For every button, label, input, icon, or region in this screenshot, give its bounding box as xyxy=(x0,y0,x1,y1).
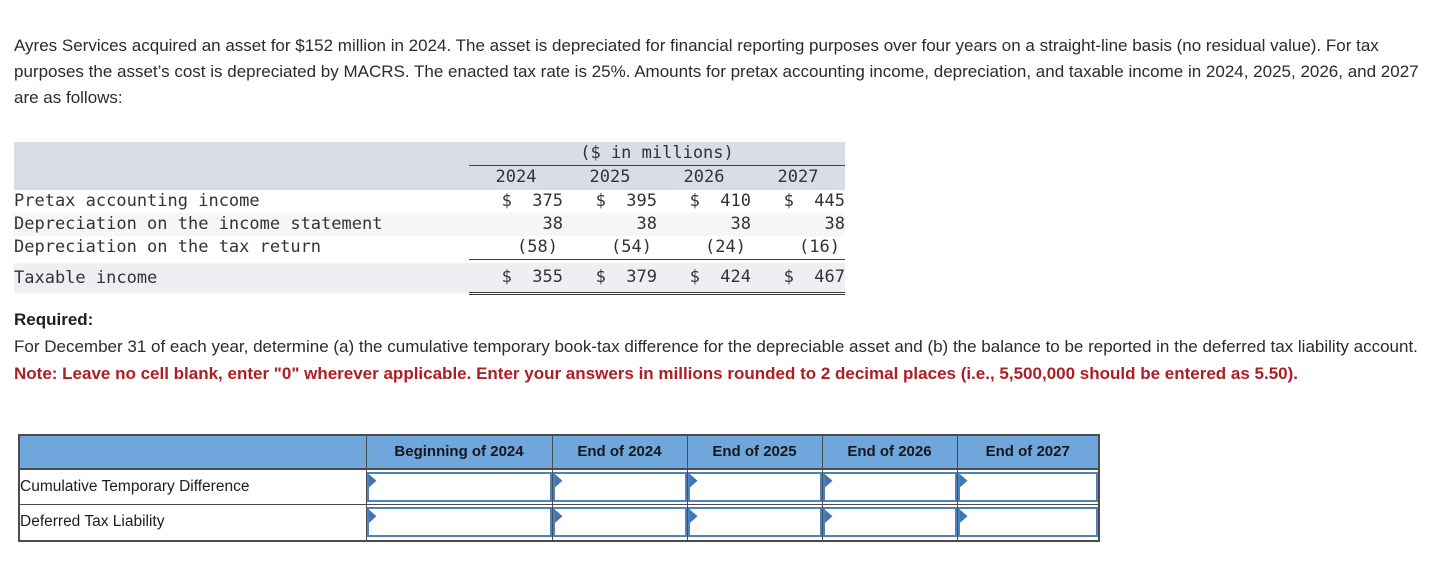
exhibit-value-cell: 38 xyxy=(469,212,563,236)
exhibit-row-label: Depreciation on the income statement xyxy=(14,212,469,236)
problem-intro-text: Ayres Services acquired an asset for $15… xyxy=(14,36,1419,107)
answer-input-cumulative-beg-2024[interactable] xyxy=(366,471,552,502)
exhibit-corner-blank xyxy=(14,142,469,166)
column-header-end-2024: End of 2024 xyxy=(551,434,688,470)
exhibit-row-book-depreciation: Depreciation on the income statement 38 … xyxy=(14,212,845,236)
input-corner-flag-icon xyxy=(689,509,698,524)
exhibit-value-cell: $ 355 xyxy=(469,263,563,295)
exhibit-row-tax-depreciation: Depreciation on the tax return (58) (54)… xyxy=(14,235,845,260)
exhibit-row-taxable-income: Taxable income $ 355 $ 379 $ 424 $ 467 xyxy=(14,263,845,295)
column-header-beginning-2024: Beginning of 2024 xyxy=(365,434,553,470)
answer-row-label: Cumulative Temporary Difference xyxy=(18,468,367,505)
answer-input-cumulative-end-2025[interactable] xyxy=(687,471,822,502)
exhibit-value-cell: (54) xyxy=(563,235,657,260)
answer-input-cumulative-end-2026[interactable] xyxy=(822,471,957,502)
problem-page: Ayres Services acquired an asset for $15… xyxy=(14,36,1422,542)
input-corner-flag-icon xyxy=(959,509,968,524)
exhibit-value-cell: 38 xyxy=(657,212,751,236)
answer-row-deferred-tax-liability: Deferred Tax Liability xyxy=(18,504,1100,541)
exhibit-year-header: 2027 xyxy=(751,165,845,190)
exhibit-value-cell: $ 395 xyxy=(563,189,657,213)
answer-header-blank xyxy=(18,434,367,470)
answer-row-cumulative-temporary-difference: Cumulative Temporary Difference xyxy=(18,468,1100,505)
exhibit-value-cell: $ 424 xyxy=(657,263,751,295)
exhibit-year-header: 2024 xyxy=(469,165,563,190)
note-text: Note: Leave no cell blank, enter "0" whe… xyxy=(14,363,1299,383)
exhibit-value-cell: 38 xyxy=(563,212,657,236)
exhibit-row-label: Pretax accounting income xyxy=(14,189,469,213)
exhibit-table: ($ in millions) 2024 2025 2026 2027 Pret… xyxy=(14,142,845,295)
answer-input-deferred-end-2027[interactable] xyxy=(957,507,1098,538)
input-corner-flag-icon xyxy=(554,473,563,488)
input-corner-flag-icon xyxy=(689,473,698,488)
required-heading: Required: xyxy=(14,309,94,329)
exhibit-year-header: 2026 xyxy=(657,165,751,190)
exhibit-value-cell: $ 379 xyxy=(563,263,657,295)
column-header-end-2025: End of 2025 xyxy=(686,434,823,470)
answer-input-deferred-end-2026[interactable] xyxy=(822,507,957,538)
answer-input-deferred-end-2025[interactable] xyxy=(687,507,822,538)
exhibit-year-header: 2025 xyxy=(563,165,657,190)
answer-input-cumulative-end-2024[interactable] xyxy=(552,471,687,502)
exhibit-row-label: Depreciation on the tax return xyxy=(14,235,469,259)
exhibit-value-cell: $ 445 xyxy=(751,189,845,213)
input-corner-flag-icon xyxy=(824,473,833,488)
answer-table: Beginning of 2024 End of 2024 End of 202… xyxy=(18,433,1100,542)
answer-header-row: Beginning of 2024 End of 2024 End of 202… xyxy=(18,434,1100,470)
exhibit-value-cell: 38 xyxy=(751,212,845,236)
answer-input-deferred-end-2024[interactable] xyxy=(552,507,687,538)
answer-row-label: Deferred Tax Liability xyxy=(18,504,367,541)
exhibit-units-header: ($ in millions) xyxy=(469,142,845,166)
exhibit-value-cell: $ 375 xyxy=(469,189,563,213)
answer-input-deferred-beg-2024[interactable] xyxy=(366,507,552,538)
exhibit-value-cell: (58) xyxy=(469,235,563,260)
exhibit-value-cell: (16) xyxy=(751,235,845,260)
required-body-text: For December 31 of each year, determine … xyxy=(14,336,1418,356)
column-header-end-2027: End of 2027 xyxy=(956,434,1100,470)
exhibit-years-blank xyxy=(14,165,469,190)
exhibit-value-cell: $ 410 xyxy=(657,189,751,213)
input-corner-flag-icon xyxy=(959,473,968,488)
input-corner-flag-icon xyxy=(554,509,563,524)
answer-input-cumulative-end-2027[interactable] xyxy=(957,471,1098,502)
required-section: Required: For December 31 of each year, … xyxy=(14,306,1422,387)
input-corner-flag-icon xyxy=(368,509,377,524)
input-corner-flag-icon xyxy=(824,509,833,524)
exhibit-row-pretax-income: Pretax accounting income $ 375 $ 395 $ 4… xyxy=(14,189,845,213)
column-header-end-2026: End of 2026 xyxy=(821,434,958,470)
exhibit-value-cell: (24) xyxy=(657,235,751,260)
exhibit-row-label: Taxable income xyxy=(14,263,469,293)
input-corner-flag-icon xyxy=(368,473,377,488)
exhibit-value-cell: $ 467 xyxy=(751,263,845,295)
